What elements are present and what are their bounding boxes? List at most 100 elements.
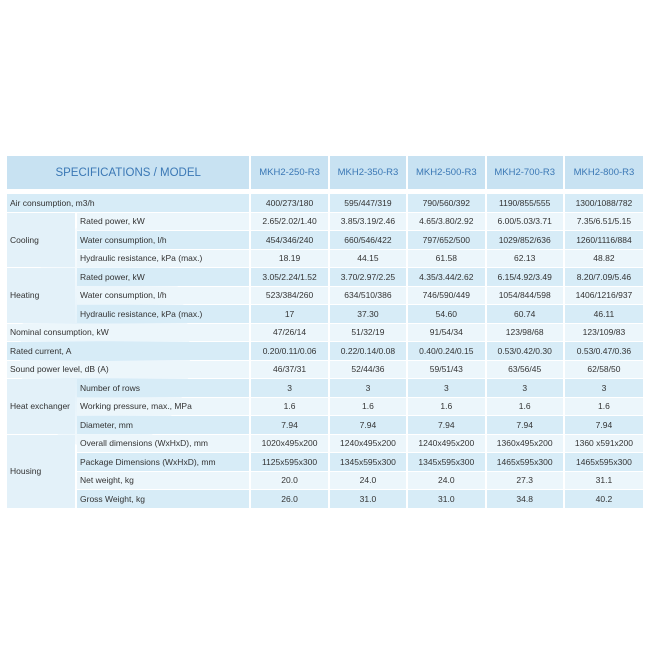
- value-cell: 91/54/34: [408, 323, 485, 341]
- table-row: Hydraulic resistance, kPa (max.) 18.19 44.…: [7, 249, 643, 267]
- value-cell: 47/26/14: [251, 323, 328, 341]
- table-row: Heat exchanger Number of rows 3 3 3 3 3: [7, 379, 643, 434]
- value-cell: 17: [251, 305, 328, 323]
- row-label: Hydraulic resistance, kPa (max.): [77, 249, 250, 267]
- value-cell: 4.65/3.80/2.92: [408, 212, 485, 230]
- value-cell: 523/384/260: [251, 286, 328, 304]
- value-cell: 790/560/392: [408, 194, 485, 212]
- value-cell: 1020x495x200: [251, 434, 328, 452]
- value-cell: 7.94: [329, 416, 407, 434]
- group-label: Heat exchanger: [7, 379, 75, 434]
- value-cell: 595/447/319: [329, 194, 407, 212]
- value-cell: 1240x495x200: [329, 434, 407, 452]
- value-cell: 20.0: [251, 471, 328, 489]
- table-row: Water consumption, l/h 523/384/260 634/510…: [7, 286, 643, 304]
- row-label: Water consumption, l/h: [77, 286, 250, 304]
- model-header: MKH2-250-R3: [251, 156, 328, 189]
- value-cell: 123/98/68: [486, 323, 563, 341]
- table-row: Diameter, mm 7.94 7.94 7.94 7.94 7.94: [7, 416, 643, 434]
- value-cell: 2.65/2.02/1.40: [251, 212, 328, 230]
- value-cell: 3: [408, 379, 485, 397]
- group-label: Heating: [7, 268, 75, 323]
- value-cell: 63/56/45: [486, 360, 563, 378]
- value-cell: 1465x595x300: [486, 453, 563, 471]
- table-row: Heating Rated power, kW 3.05/2.24/1.52 3.70…: [7, 268, 643, 323]
- value-cell: 3: [329, 379, 407, 397]
- value-cell: 1.6: [564, 397, 643, 415]
- value-cell: 26.0: [251, 490, 328, 508]
- value-cell: 634/510/386: [329, 286, 407, 304]
- value-cell: 1240x495x200: [408, 434, 485, 452]
- value-cell: 46.11: [564, 305, 643, 323]
- value-cell: 34.8: [486, 490, 563, 508]
- value-cell: 7.35/6.51/5.15: [564, 212, 643, 230]
- value-cell: 54.60: [408, 305, 485, 323]
- value-cell: 48.82: [564, 249, 643, 267]
- value-cell: 52/44/36: [329, 360, 407, 378]
- value-cell: 7.94: [564, 416, 643, 434]
- row-label: Overall dimensions (WxHxD), mm: [77, 434, 250, 452]
- value-cell: 1.6: [251, 397, 328, 415]
- specifications-header: SPECIFICATIONS / MODEL: [7, 156, 250, 189]
- value-cell: 3: [486, 379, 563, 397]
- value-cell: 1360x495x200: [486, 434, 563, 452]
- value-cell: 3.85/3.19/2.46: [329, 212, 407, 230]
- group-label: Housing: [7, 434, 75, 508]
- group-label: Cooling: [7, 212, 75, 267]
- specifications-table: SPECIFICATIONS / MODEL MKH2-250-R3 MKH2-…: [5, 155, 645, 509]
- row-label: Diameter, mm: [77, 416, 250, 434]
- value-cell: 1300/1088/782: [564, 194, 643, 212]
- value-cell: 0.53/0.47/0.36: [564, 342, 643, 360]
- row-label: Rated power, kW: [77, 212, 250, 230]
- value-cell: 1054/844/598: [486, 286, 563, 304]
- row-label: Net weight, kg: [77, 471, 250, 489]
- value-cell: 0.20/0.11/0.06: [251, 342, 328, 360]
- table-row: Housing Overall dimensions (WxHxD), mm 102…: [7, 434, 643, 508]
- value-cell: 1345x595x300: [408, 453, 485, 471]
- value-cell: 18.19: [251, 249, 328, 267]
- row-label: Working pressure, max., MPa: [77, 397, 250, 415]
- value-cell: 24.0: [408, 471, 485, 489]
- value-cell: 1345x595x300: [329, 453, 407, 471]
- value-cell: 660/546/422: [329, 231, 407, 249]
- value-cell: 3.05/2.24/1.52: [251, 268, 328, 286]
- value-cell: 27.3: [486, 471, 563, 489]
- value-cell: 7.94: [486, 416, 563, 434]
- value-cell: 746/590/449: [408, 286, 485, 304]
- model-header: MKH2-500-R3: [408, 156, 485, 189]
- value-cell: 31.0: [408, 490, 485, 508]
- value-cell: 3.70/2.97/2.25: [329, 268, 407, 286]
- value-cell: 1406/1216/937: [564, 286, 643, 304]
- row-label: Rated power, kW: [77, 268, 250, 286]
- row-label: Water consumption, l/h: [77, 231, 250, 249]
- value-cell: 7.94: [251, 416, 328, 434]
- table-row: Package Dimensions (WxHxD), mm 1125x595x3…: [7, 453, 643, 471]
- value-cell: 51/32/19: [329, 323, 407, 341]
- row-label: Rated current, A: [7, 342, 250, 360]
- value-cell: 0.22/0.14/0.08: [329, 342, 407, 360]
- row-label: Hydraulic resistance, kPa (max.): [77, 305, 250, 323]
- value-cell: 4.35/3.44/2.62: [408, 268, 485, 286]
- value-cell: 31.0: [329, 490, 407, 508]
- value-cell: 1.6: [486, 397, 563, 415]
- value-cell: 1190/855/555: [486, 194, 563, 212]
- value-cell: 1465x595x300: [564, 453, 643, 471]
- value-cell: 0.40/0.24/0.15: [408, 342, 485, 360]
- value-cell: 1.6: [408, 397, 485, 415]
- value-cell: 31.1: [564, 471, 643, 489]
- value-cell: 0.53/0.42/0.30: [486, 342, 563, 360]
- value-cell: 46/37/31: [251, 360, 328, 378]
- value-cell: 62.13: [486, 249, 563, 267]
- table-row: Working pressure, max., MPa 1.6 1.6 1.6 1.6 1…: [7, 397, 643, 415]
- table-row: Gross Weight, kg 26.0 31.0 31.0 34.8 40.2: [7, 490, 643, 508]
- row-label: Nominal consumption, kW: [7, 323, 250, 341]
- value-cell: 123/109/83: [564, 323, 643, 341]
- value-cell: 3: [251, 379, 328, 397]
- value-cell: 6.15/4.92/3.49: [486, 268, 563, 286]
- model-header: MKH2-800-R3: [564, 156, 643, 189]
- row-label: Air consumption, m3/h: [7, 194, 250, 212]
- value-cell: 8.20/7.09/5.46: [564, 268, 643, 286]
- value-cell: 62/58/50: [564, 360, 643, 378]
- value-cell: 40.2: [564, 490, 643, 508]
- value-cell: 797/652/500: [408, 231, 485, 249]
